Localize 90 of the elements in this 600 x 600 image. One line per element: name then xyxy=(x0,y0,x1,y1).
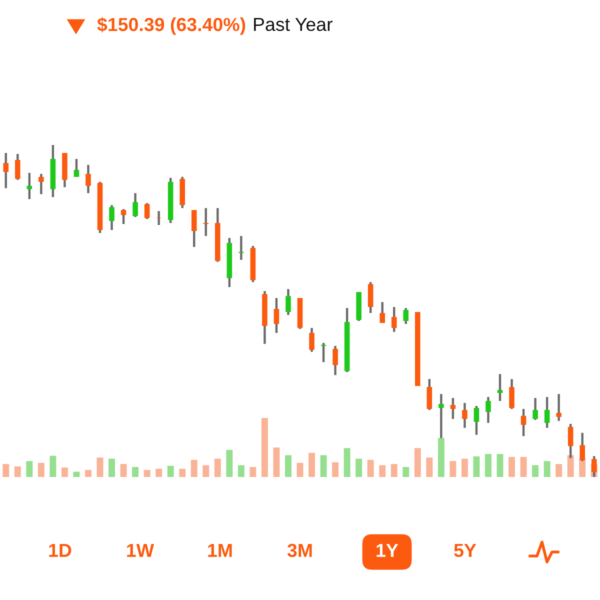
bar xyxy=(108,458,115,477)
candlestick xyxy=(474,404,480,436)
candlestick xyxy=(109,204,114,232)
candlestick xyxy=(520,408,526,438)
candlestick xyxy=(191,208,197,248)
bar xyxy=(167,466,174,477)
bar xyxy=(38,462,44,477)
bar xyxy=(132,466,139,477)
candlestick xyxy=(144,202,150,220)
bar xyxy=(344,448,350,477)
candlestick xyxy=(380,300,385,324)
bar xyxy=(14,466,21,477)
candlestick xyxy=(309,326,314,353)
candlestick xyxy=(450,396,456,420)
bar xyxy=(238,465,244,477)
bar xyxy=(190,460,198,477)
bar xyxy=(226,450,233,477)
text: 1Y xyxy=(376,544,398,557)
bar xyxy=(414,448,421,477)
bar xyxy=(450,461,456,477)
bar xyxy=(50,456,56,477)
candlestick xyxy=(426,378,432,412)
bar xyxy=(567,455,574,477)
category-label: 1M xyxy=(208,544,232,557)
bar xyxy=(532,465,539,477)
bar xyxy=(85,470,92,477)
bar xyxy=(120,464,127,477)
bar xyxy=(144,470,150,477)
bar xyxy=(202,465,210,477)
bar xyxy=(285,455,292,477)
bar xyxy=(96,458,104,477)
chart-title: $150.39 (63.40%) xyxy=(97,17,246,35)
bar xyxy=(61,468,68,477)
bar xyxy=(426,458,433,477)
candlestick xyxy=(544,396,550,429)
bar xyxy=(508,456,515,477)
chart-subtitle: Past Year xyxy=(254,18,332,32)
candlestick xyxy=(486,396,491,424)
candlestick xyxy=(403,306,409,326)
candlestick xyxy=(120,208,126,226)
bar xyxy=(73,472,80,477)
candlestick xyxy=(132,192,138,218)
bar xyxy=(320,455,327,477)
category-label: 1W xyxy=(127,544,154,557)
candlestick xyxy=(3,152,9,190)
candlestick xyxy=(497,372,503,402)
bar xyxy=(214,458,221,477)
bar xyxy=(156,468,162,477)
category-label: 1D xyxy=(49,544,72,557)
bar xyxy=(261,418,268,477)
bar xyxy=(438,438,444,477)
bar xyxy=(544,461,550,477)
candlestick xyxy=(532,396,538,422)
bar xyxy=(390,464,398,477)
category-label: 5Y xyxy=(454,544,476,558)
candlestick xyxy=(203,206,209,238)
category-label: 3M xyxy=(287,544,312,558)
bar xyxy=(179,468,186,477)
bar xyxy=(367,460,374,477)
bar xyxy=(26,461,33,477)
candlestick xyxy=(15,152,20,181)
candlestick xyxy=(509,378,514,410)
bar xyxy=(2,464,10,477)
bar xyxy=(520,456,527,477)
candlestick xyxy=(38,172,44,196)
candlestick xyxy=(368,281,374,314)
bar xyxy=(332,462,339,477)
candlestick xyxy=(238,234,244,261)
bar xyxy=(496,454,504,477)
bar xyxy=(273,448,280,477)
bar xyxy=(556,464,562,477)
bar xyxy=(356,458,362,477)
candlestick xyxy=(86,164,91,194)
bar xyxy=(473,456,480,477)
bar xyxy=(308,452,315,477)
bar xyxy=(379,465,386,477)
bar xyxy=(296,462,304,477)
candlestick xyxy=(286,288,291,316)
candlestick xyxy=(320,342,326,364)
bar xyxy=(485,454,492,477)
candlestick xyxy=(332,344,338,376)
bar xyxy=(250,466,256,477)
candlestick xyxy=(556,392,562,422)
bar xyxy=(461,458,468,477)
bar xyxy=(402,466,410,477)
candlestick xyxy=(156,210,162,226)
candlestick xyxy=(74,158,80,178)
candlestick xyxy=(391,306,397,334)
candlestick xyxy=(274,296,280,334)
candlestick xyxy=(462,402,468,429)
